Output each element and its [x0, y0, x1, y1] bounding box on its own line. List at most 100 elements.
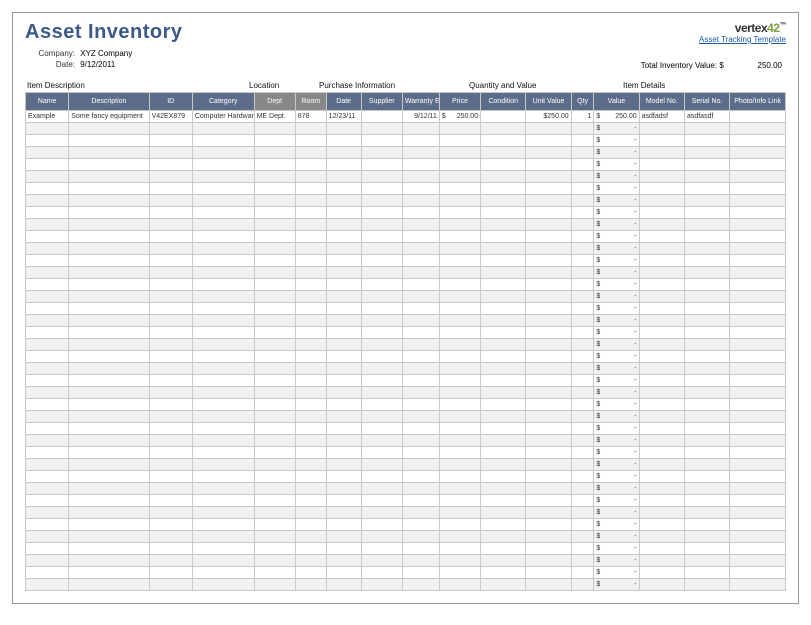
cell [361, 195, 402, 207]
cell [402, 183, 439, 195]
cell [684, 171, 729, 183]
table-row: $- [26, 255, 786, 267]
column-header: Model No. [639, 93, 684, 111]
cell [571, 375, 594, 387]
cell: ME Dept. [254, 111, 295, 123]
cell [730, 207, 786, 219]
cell [149, 447, 192, 459]
cell [361, 435, 402, 447]
cell [26, 459, 69, 471]
cell [192, 543, 254, 555]
company-value: XYZ Company [80, 49, 132, 58]
cell [439, 363, 480, 375]
cell [526, 543, 571, 555]
cell [639, 519, 684, 531]
template-link[interactable]: Asset Tracking Template [699, 35, 786, 44]
cell [684, 327, 729, 339]
cell [295, 315, 326, 327]
cell [481, 411, 526, 423]
cell [149, 123, 192, 135]
cell [526, 147, 571, 159]
cell [295, 555, 326, 567]
cell [295, 543, 326, 555]
cell [254, 291, 295, 303]
cell [730, 363, 786, 375]
cell: 9/12/11 [402, 111, 439, 123]
cell [684, 423, 729, 435]
table-row: $- [26, 291, 786, 303]
cell [684, 471, 729, 483]
cell [481, 387, 526, 399]
cell [295, 279, 326, 291]
cell [571, 327, 594, 339]
cell [439, 279, 480, 291]
cell [26, 411, 69, 423]
cell [402, 483, 439, 495]
cell [439, 135, 480, 147]
cell [26, 159, 69, 171]
cell [481, 171, 526, 183]
cell [192, 459, 254, 471]
cell [402, 339, 439, 351]
cell [571, 351, 594, 363]
cell [192, 579, 254, 591]
cell [326, 387, 361, 399]
cell [684, 267, 729, 279]
group-location: Location [247, 80, 317, 92]
cell [571, 123, 594, 135]
cell-currency: $- [594, 579, 639, 591]
cell [149, 363, 192, 375]
column-header: Name [26, 93, 69, 111]
cell [402, 207, 439, 219]
cell [730, 219, 786, 231]
total-value: 250.00 [726, 61, 786, 70]
cell: 12/23/11 [326, 111, 361, 123]
cell [361, 351, 402, 363]
cell [571, 255, 594, 267]
cell [254, 435, 295, 447]
cell [684, 435, 729, 447]
cell: Some fancy equipment [69, 111, 149, 123]
cell [69, 567, 149, 579]
cell [439, 387, 480, 399]
cell [69, 171, 149, 183]
cell [254, 255, 295, 267]
cell [254, 123, 295, 135]
cell [26, 231, 69, 243]
cell [526, 279, 571, 291]
cell [684, 243, 729, 255]
cell [402, 399, 439, 411]
cell [639, 459, 684, 471]
cell [361, 567, 402, 579]
cell-currency: $- [594, 195, 639, 207]
column-header: Serial No. [684, 93, 729, 111]
cell-currency: $- [594, 519, 639, 531]
cell [481, 135, 526, 147]
cell [254, 519, 295, 531]
cell [149, 543, 192, 555]
cell [69, 543, 149, 555]
cell [149, 531, 192, 543]
cell [481, 351, 526, 363]
cell [639, 303, 684, 315]
cell [402, 315, 439, 327]
cell [149, 507, 192, 519]
cell [526, 555, 571, 567]
cell [571, 507, 594, 519]
cell [639, 531, 684, 543]
cell [684, 483, 729, 495]
cell [684, 495, 729, 507]
cell-currency: $- [594, 435, 639, 447]
table-row: $- [26, 219, 786, 231]
cell [730, 327, 786, 339]
cell [402, 303, 439, 315]
cell [361, 279, 402, 291]
cell [361, 375, 402, 387]
cell [684, 543, 729, 555]
cell [684, 279, 729, 291]
cell [402, 423, 439, 435]
cell [684, 351, 729, 363]
cell [439, 339, 480, 351]
cell [639, 243, 684, 255]
table-row: $- [26, 327, 786, 339]
